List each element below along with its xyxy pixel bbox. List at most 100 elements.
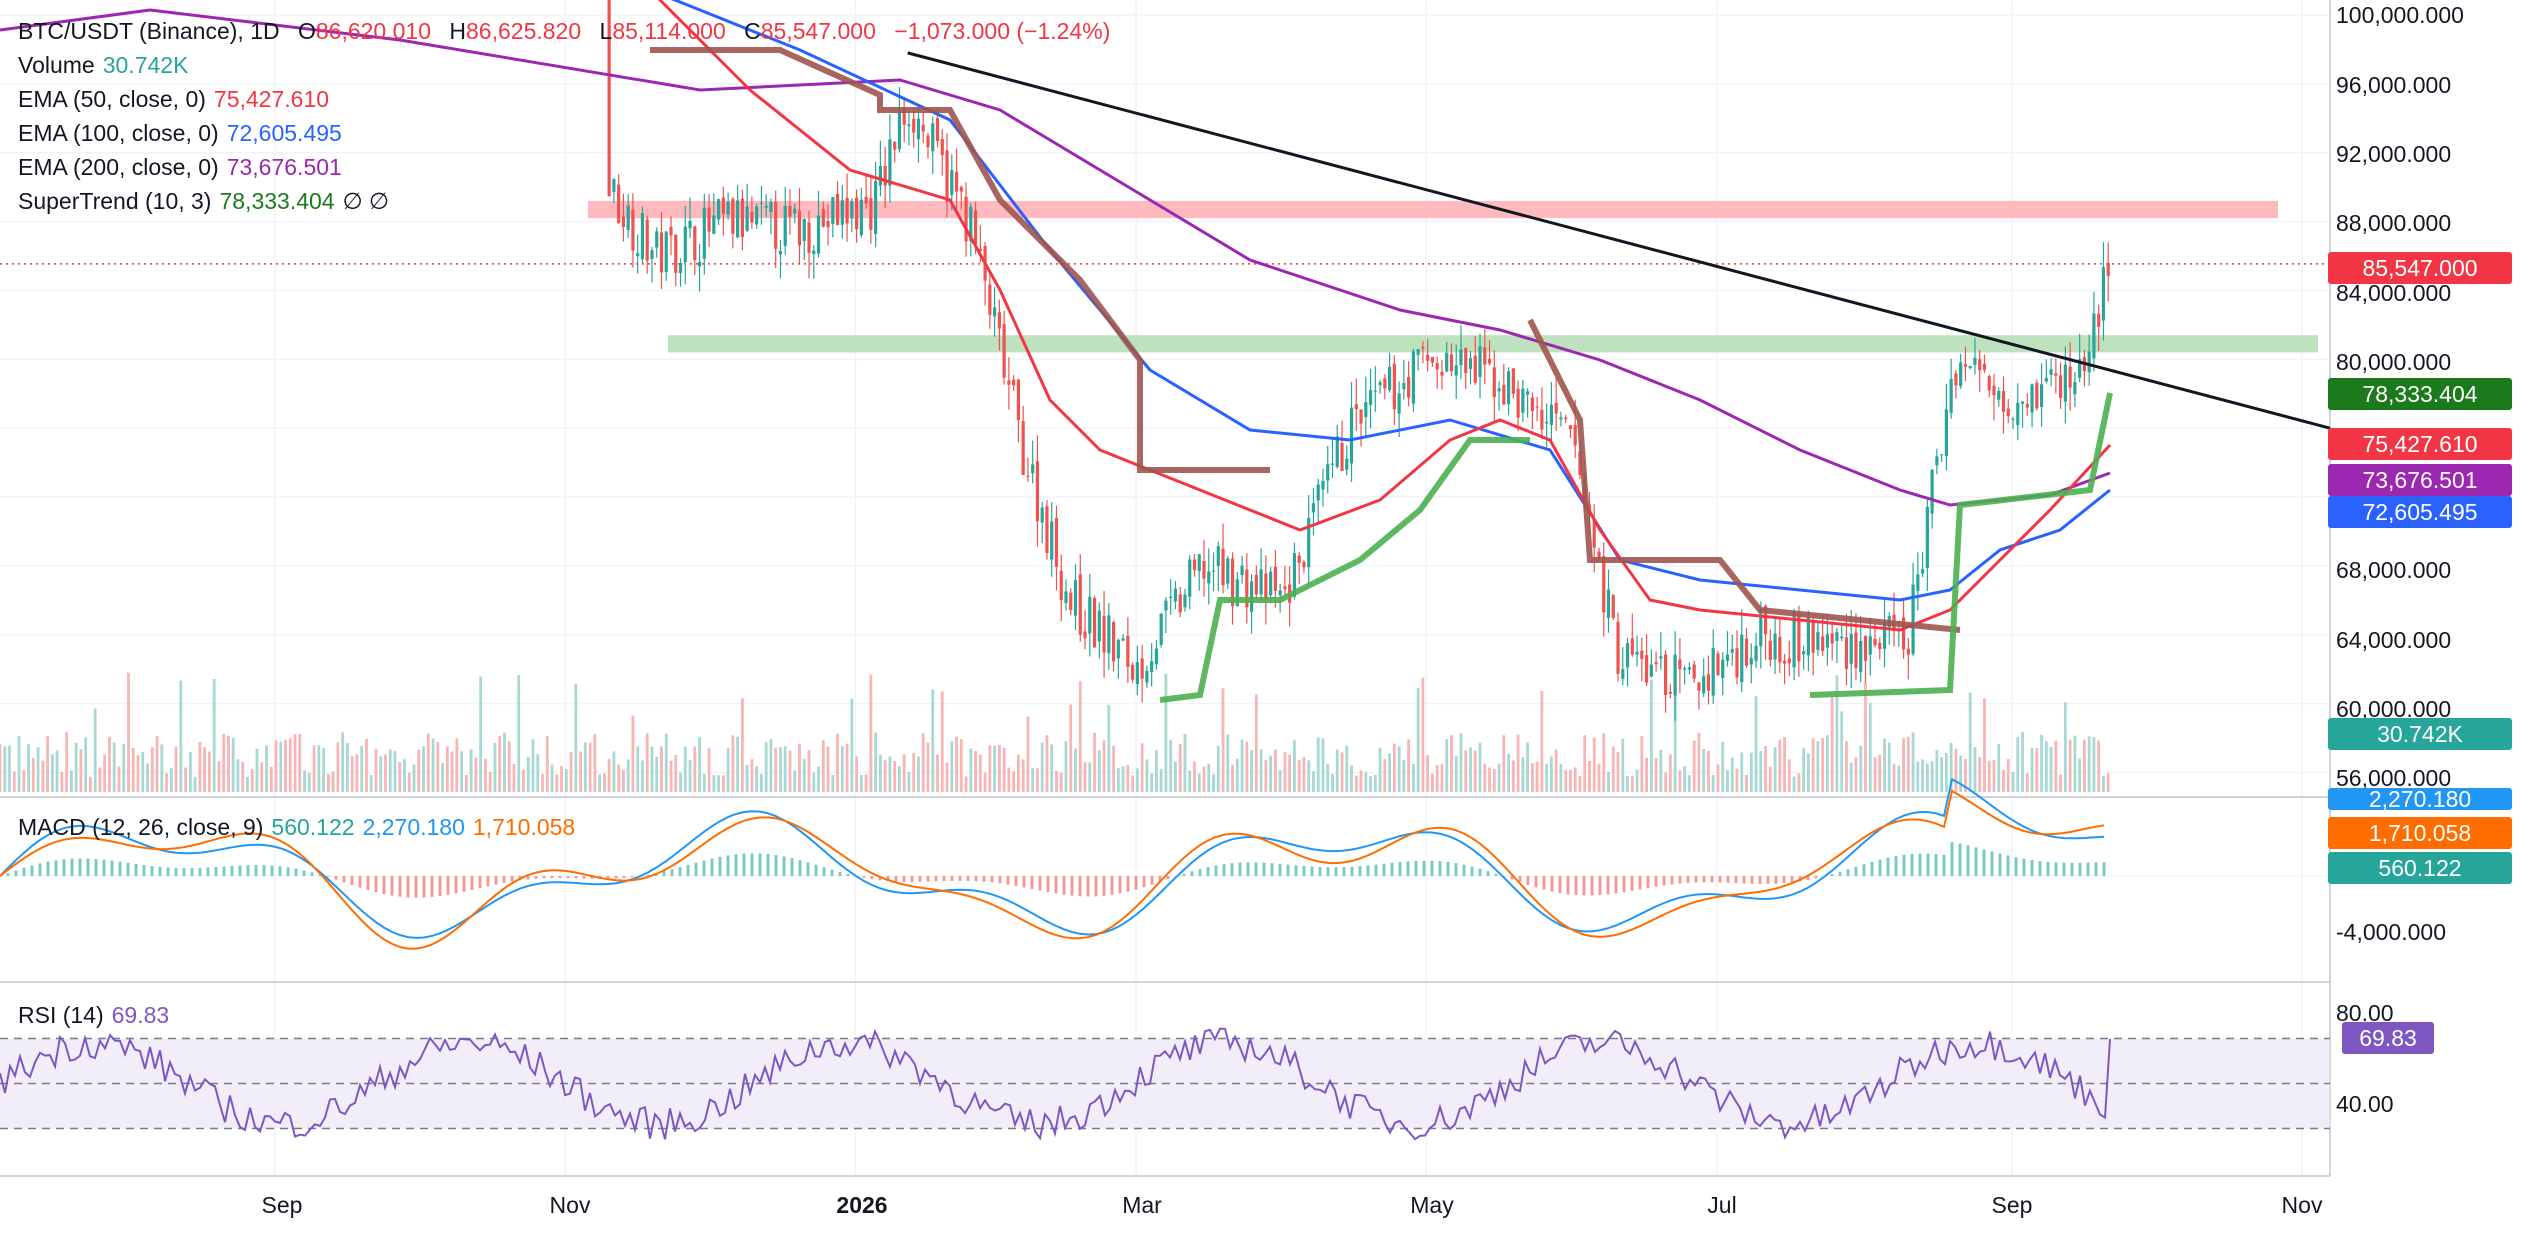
- macd-legend[interactable]: MACD (12, 26, close, 9) 560.122 2,270.180 1…: [18, 814, 575, 841]
- macd-hist-bar: [1478, 868, 1482, 876]
- candle-body: [1135, 662, 1139, 685]
- volume-bar: [1297, 760, 1301, 792]
- candle-body: [1545, 421, 1549, 424]
- candle-body: [1954, 373, 1958, 386]
- candle-body: [2025, 403, 2029, 408]
- macd-hist-bar: [1774, 876, 1778, 884]
- candle-body: [2006, 408, 2010, 417]
- volume-bar: [265, 745, 268, 792]
- volume-bar: [1621, 738, 1625, 792]
- ema50-legend[interactable]: EMA (50, close, 0) 75,427.610: [18, 86, 329, 113]
- candle-body: [1963, 364, 1968, 367]
- candle-body: [2044, 377, 2048, 382]
- volume-bar: [2097, 740, 2101, 792]
- candle-body: [793, 208, 797, 214]
- volume-bar: [1426, 755, 1430, 792]
- volume-bar: [660, 746, 663, 792]
- candle-body: [1730, 649, 1734, 653]
- candle-body: [1830, 633, 1834, 644]
- volume-bar: [108, 736, 111, 792]
- volume-bar: [212, 678, 216, 792]
- volume-bar: [917, 756, 920, 792]
- supertrend-legend[interactable]: SuperTrend (10, 3) 78,333.404 ∅ ∅: [18, 188, 389, 215]
- macd-hist-bar: [1678, 876, 1682, 884]
- volume-bars: [0, 672, 2110, 792]
- macd-hist-bar: [1902, 854, 1906, 876]
- macd-hist-bar: [558, 876, 562, 879]
- candle-body: [1982, 364, 1987, 370]
- candle-body: [1292, 553, 1297, 597]
- macd-hist-bar: [1910, 854, 1914, 876]
- macd-hist-bar: [206, 867, 210, 876]
- volume-bar: [455, 738, 459, 792]
- candle-body: [1935, 456, 1939, 466]
- candle-body: [1882, 621, 1887, 649]
- volume-bar: [403, 759, 406, 792]
- volume-bar: [574, 683, 578, 792]
- volume-bar: [288, 738, 292, 792]
- volume-bar: [974, 751, 977, 792]
- candle-body: [1392, 363, 1396, 410]
- candle-body: [874, 180, 878, 235]
- ema200-line: [0, 8, 2111, 507]
- volume-bar: [74, 742, 78, 792]
- volume-bar: [1188, 770, 1192, 792]
- candle-body: [1378, 382, 1382, 386]
- volume-bar: [764, 742, 768, 792]
- volume-bar: [445, 746, 449, 792]
- volume-bar: [1645, 757, 1648, 792]
- open-value: 86,620.010: [315, 18, 431, 44]
- rsi-legend[interactable]: RSI (14) 69.83: [18, 1002, 169, 1029]
- candle-body: [1792, 611, 1796, 668]
- macd-hist-bar: [22, 867, 26, 876]
- macd-pane: [0, 777, 2330, 950]
- candle-body: [1478, 346, 1482, 377]
- candle-body: [631, 209, 635, 251]
- volume-bar: [888, 756, 892, 792]
- price-zones: [0, 200, 2330, 353]
- volume-bar: [1283, 752, 1287, 792]
- hist-price-label: 560.122: [2328, 852, 2512, 884]
- volume-bar: [493, 742, 497, 792]
- volume-bar: [1335, 749, 1339, 792]
- candle-body: [1202, 561, 1206, 579]
- candle-body: [1568, 425, 1573, 430]
- volume-bar: [641, 760, 644, 792]
- volume-bar: [902, 754, 906, 792]
- volume-legend[interactable]: Volume 30.742K: [18, 52, 188, 79]
- macd-hist-bar: [670, 869, 674, 876]
- candle-body: [2106, 263, 2110, 276]
- macd-hist-bar: [1582, 876, 1586, 896]
- volume-bar: [1597, 763, 1601, 792]
- volume-bar: [369, 775, 373, 792]
- volume-bar: [274, 740, 278, 792]
- volume-bar: [1036, 768, 1039, 792]
- volume-bar: [1193, 761, 1196, 792]
- volume-bar: [736, 736, 740, 792]
- volume-bar: [1954, 748, 1958, 792]
- candle-body: [1454, 365, 1458, 376]
- volume-bar: [1802, 748, 1806, 792]
- volume-bar: [1930, 761, 1934, 792]
- candle-body: [1554, 402, 1558, 414]
- volume-bar: [460, 751, 464, 792]
- volume-bar: [1764, 745, 1767, 792]
- volume-bar: [1069, 704, 1073, 792]
- ema200-legend[interactable]: EMA (200, close, 0) 73,676.501: [18, 154, 342, 181]
- volume-bar: [969, 748, 973, 792]
- macd-hist-bar: [1750, 876, 1754, 884]
- macd-hist-bar: [1966, 845, 1970, 876]
- candle-body: [769, 202, 773, 213]
- volume-bar: [731, 735, 735, 792]
- volume-bar: [1992, 760, 1996, 792]
- volume-bar: [550, 764, 554, 792]
- candle-body: [1169, 596, 1173, 599]
- macd-hist-bar: [158, 866, 162, 876]
- volume-bar: [284, 739, 287, 792]
- volume-bar: [959, 739, 963, 792]
- volume-bar: [1935, 750, 1939, 792]
- volume-bar: [869, 674, 873, 792]
- ema100-legend[interactable]: EMA (100, close, 0) 72,605.495: [18, 120, 342, 147]
- volume-bar: [1940, 757, 1944, 792]
